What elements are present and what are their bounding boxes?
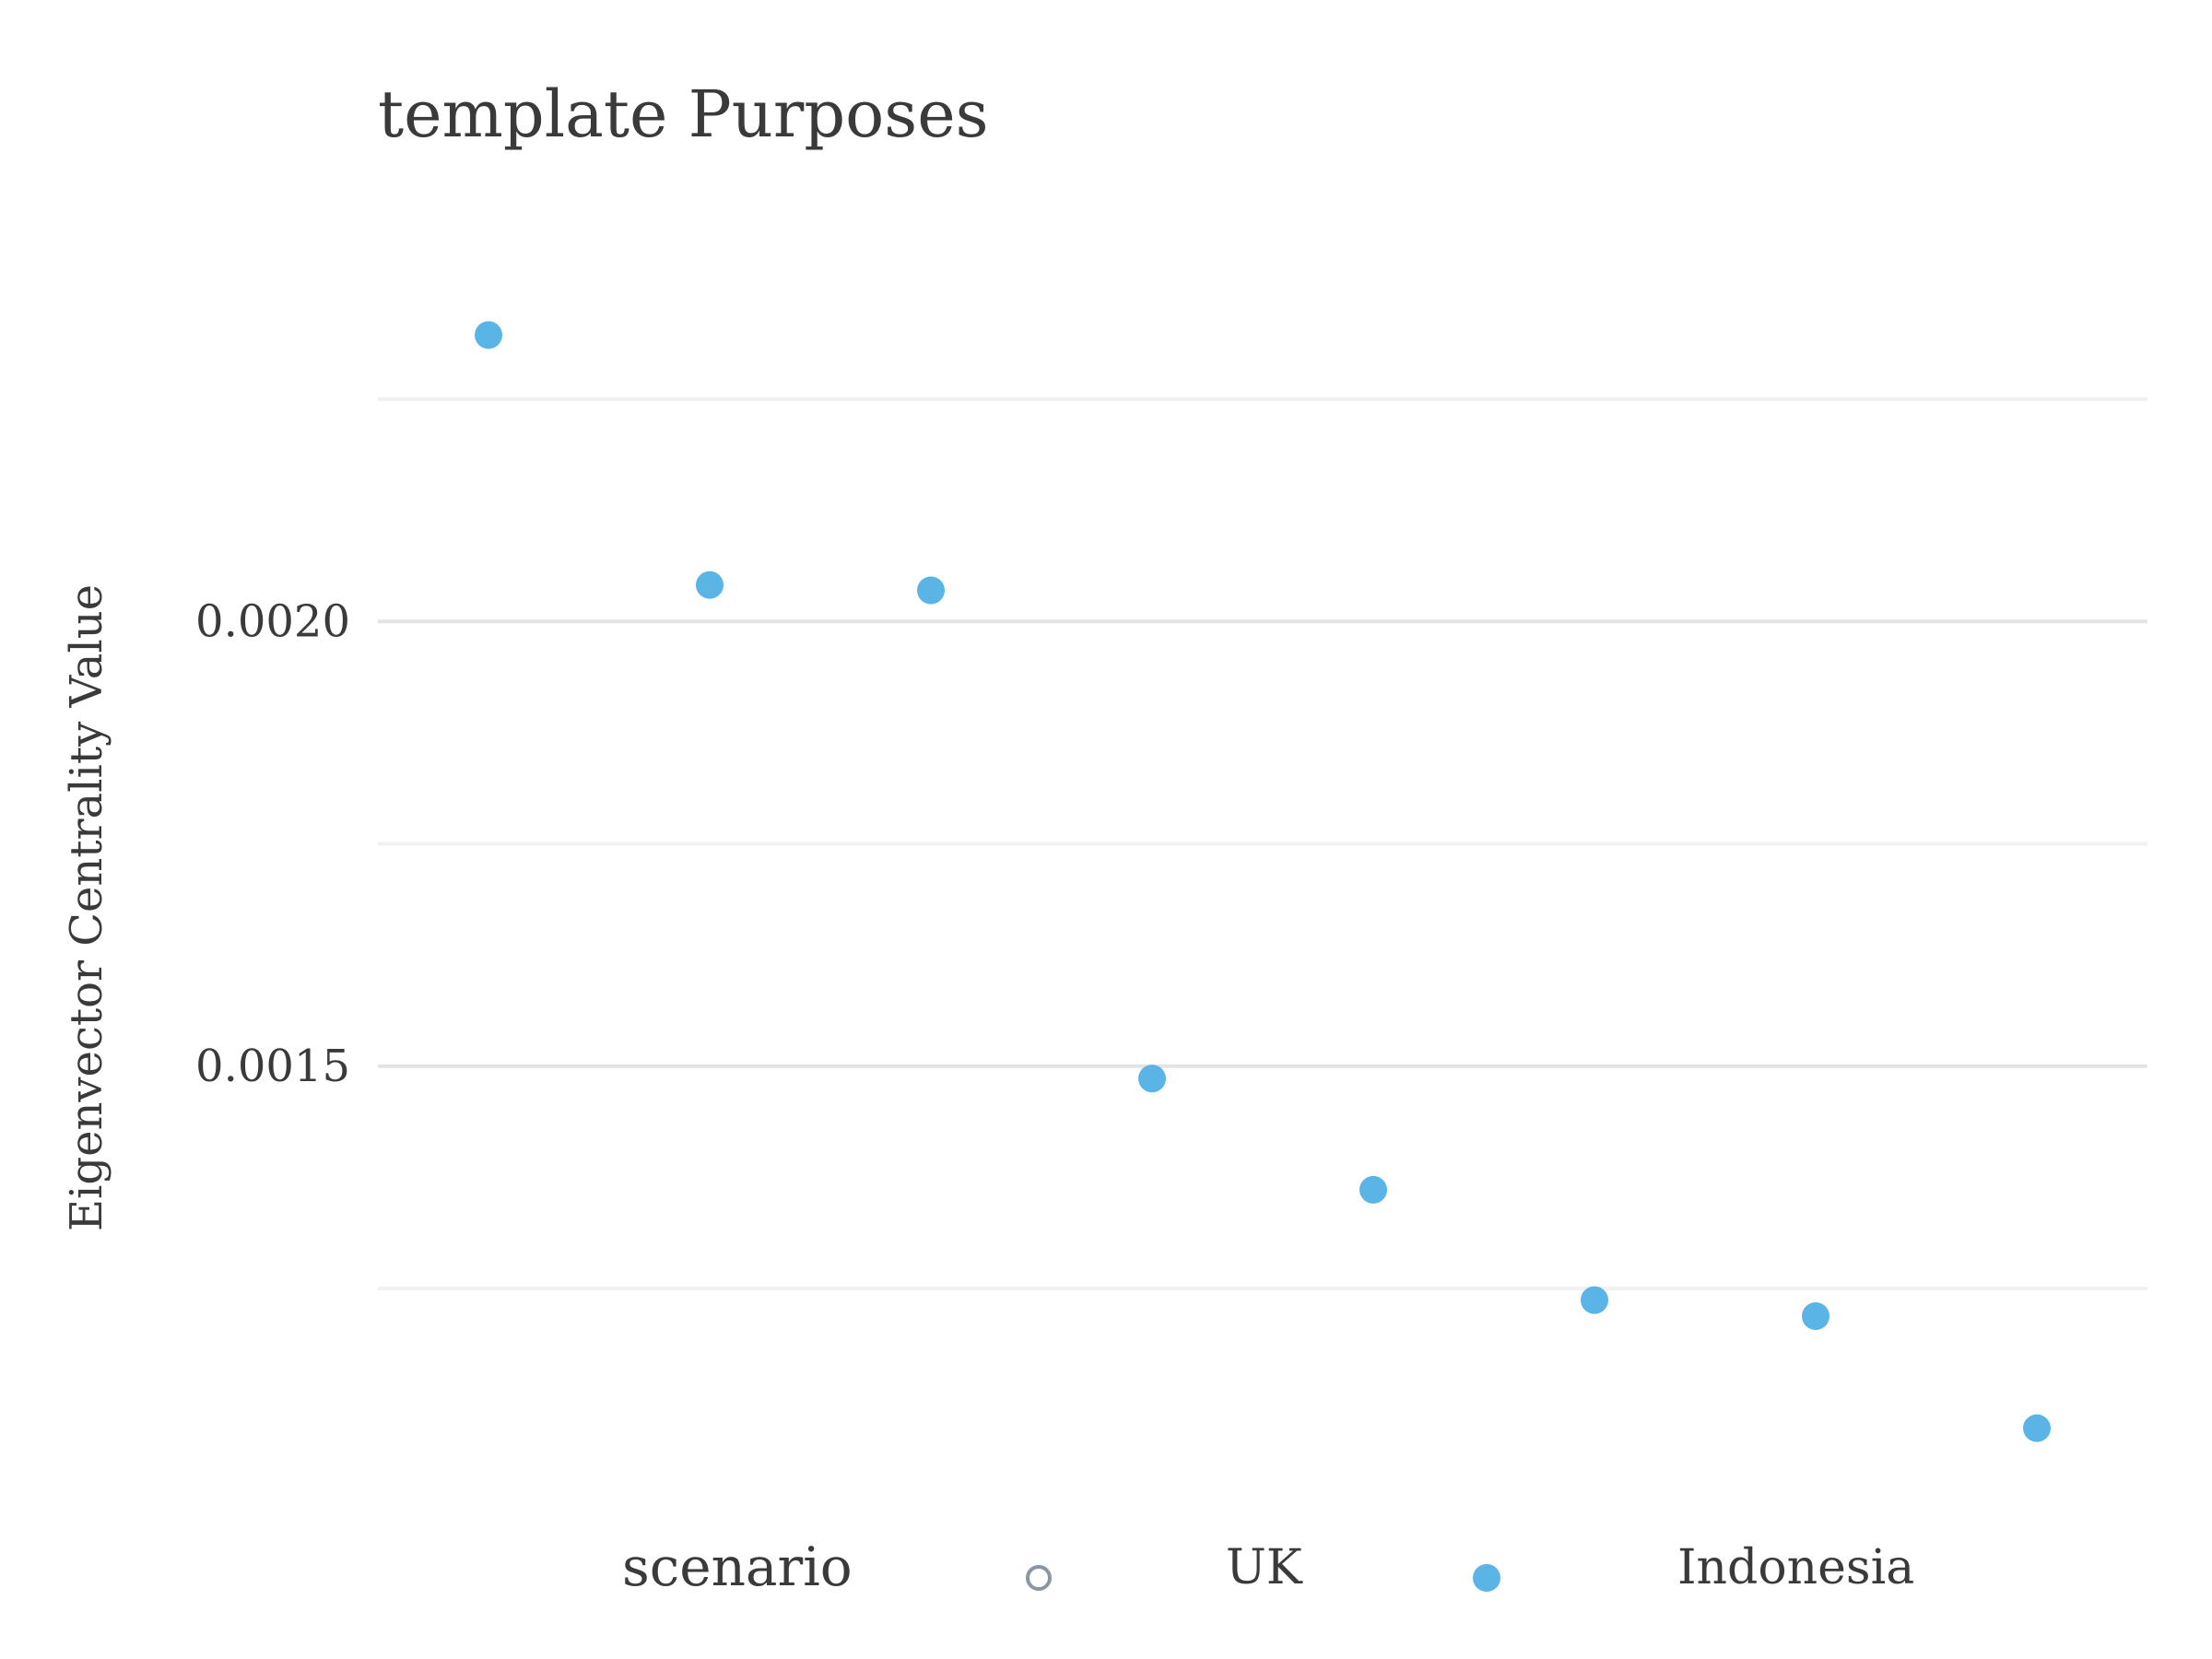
legend-indonesia-marker <box>1473 1564 1500 1592</box>
data-points <box>475 321 2051 1442</box>
data-point-2 <box>696 571 724 599</box>
y-tick-label-0: 0.0015 <box>195 1041 350 1092</box>
data-point-1 <box>475 321 502 349</box>
legend-indonesia-label: Indonesia <box>1677 1540 1914 1595</box>
data-point-8 <box>2023 1414 2051 1442</box>
y-tick-label-1: 0.0020 <box>195 595 350 647</box>
legend-title: scenario <box>622 1535 853 1598</box>
data-point-5 <box>1359 1175 1387 1204</box>
data-point-6 <box>1581 1286 1608 1314</box>
data-point-3 <box>917 576 945 605</box>
chart-title: template Purposes <box>378 76 989 152</box>
gridlines <box>378 397 2147 1291</box>
data-point-7 <box>1802 1301 1830 1330</box>
legend-uk-label: UK <box>1226 1540 1303 1595</box>
y-axis-label: Eigenvector Centrality Value <box>61 584 112 1231</box>
data-point-4 <box>1138 1065 1166 1093</box>
legend-uk-marker <box>1026 1565 1052 1591</box>
legend: scenario UK Indonesia <box>622 1535 1914 1598</box>
y-axis-ticks: 0.0015 0.0020 <box>195 595 350 1092</box>
